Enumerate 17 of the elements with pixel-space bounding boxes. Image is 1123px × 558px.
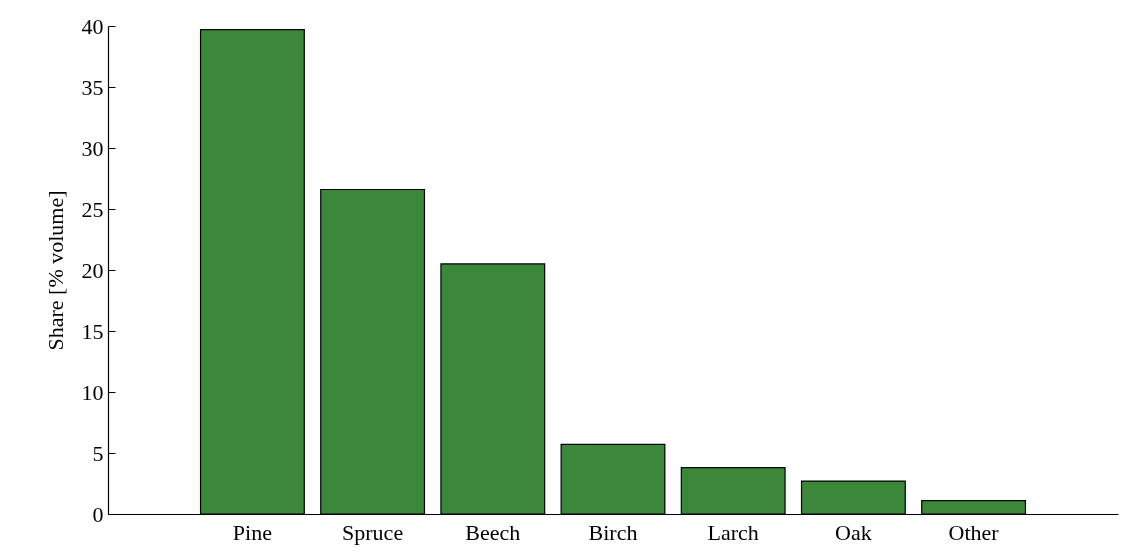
y-tick-label: 35 <box>81 74 104 100</box>
y-tick-label: 40 <box>81 13 104 39</box>
y-tick-label: 25 <box>81 196 104 222</box>
y-tick-label: 30 <box>81 135 104 161</box>
y-tick-label: 10 <box>81 379 104 405</box>
x-tick-label: Other <box>948 519 1000 545</box>
x-tick-label: Pine <box>232 519 272 545</box>
y-tick-label: 15 <box>81 318 104 344</box>
x-tick-label: Oak <box>835 519 872 545</box>
x-tick-label: Beech <box>465 519 521 545</box>
x-tick-label: Birch <box>588 519 638 545</box>
y-axis-title: Share [% volume] <box>42 190 68 351</box>
x-tick-label: Spruce <box>342 519 404 545</box>
y-tick-label: 0 <box>92 501 104 527</box>
y-tick-label: 5 <box>92 440 104 466</box>
y-tick-label: 20 <box>81 257 104 283</box>
x-tick-label: Larch <box>707 519 759 545</box>
